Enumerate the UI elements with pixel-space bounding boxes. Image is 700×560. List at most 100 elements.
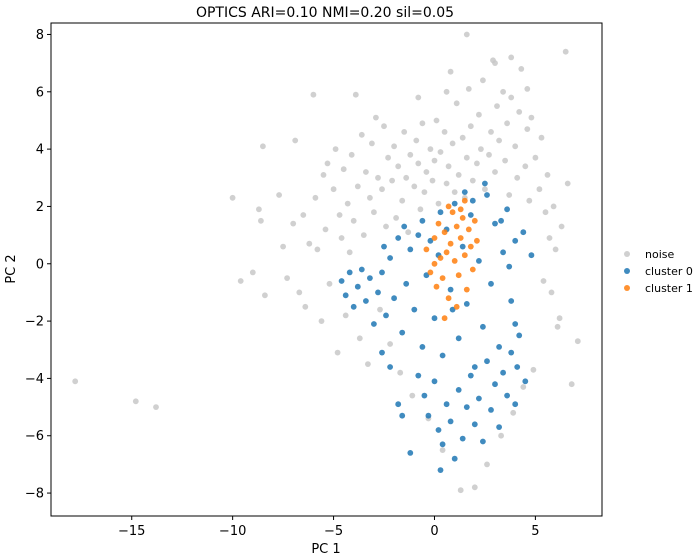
point-noise bbox=[423, 169, 430, 175]
point-cluster-0 bbox=[504, 206, 510, 213]
point-noise bbox=[526, 197, 533, 204]
point-cluster-1 bbox=[457, 235, 464, 241]
point-cluster-1 bbox=[453, 303, 460, 310]
point-cluster-0 bbox=[482, 180, 488, 187]
point-cluster-0 bbox=[419, 344, 426, 350]
point-cluster-0 bbox=[512, 237, 519, 244]
point-cluster-0 bbox=[407, 246, 414, 253]
point-noise bbox=[401, 129, 408, 135]
point-cluster-1 bbox=[455, 272, 462, 279]
point-cluster-1 bbox=[469, 266, 476, 273]
point-cluster-0 bbox=[467, 212, 474, 218]
point-noise bbox=[437, 149, 444, 155]
point-noise bbox=[352, 91, 359, 98]
point-cluster-0 bbox=[415, 232, 422, 239]
point-cluster-0 bbox=[439, 352, 446, 359]
point-noise bbox=[395, 163, 402, 170]
point-cluster-0 bbox=[437, 209, 444, 216]
point-noise bbox=[415, 94, 422, 101]
point-noise bbox=[508, 54, 515, 61]
point-noise bbox=[360, 232, 367, 239]
point-cluster-0 bbox=[496, 424, 502, 430]
point-noise bbox=[356, 335, 363, 342]
point-noise bbox=[445, 163, 452, 170]
point-noise bbox=[284, 275, 290, 281]
point-cluster-0 bbox=[358, 266, 365, 273]
point-cluster-0 bbox=[484, 358, 490, 365]
point-cluster-1 bbox=[474, 237, 480, 244]
point-noise bbox=[153, 404, 159, 410]
point-cluster-0 bbox=[391, 295, 397, 302]
point-noise bbox=[381, 123, 387, 130]
point-noise bbox=[367, 194, 373, 201]
point-cluster-0 bbox=[476, 395, 482, 402]
point-noise bbox=[467, 123, 474, 130]
point-noise bbox=[354, 183, 361, 190]
point-noise bbox=[258, 217, 264, 224]
point-cluster-1 bbox=[437, 255, 444, 261]
point-noise bbox=[469, 177, 476, 184]
point-cluster-0 bbox=[459, 435, 466, 442]
point-noise bbox=[340, 166, 347, 173]
point-noise bbox=[421, 189, 428, 196]
point-noise bbox=[324, 160, 331, 167]
point-cluster-0 bbox=[367, 275, 373, 281]
series-cluster-1 bbox=[423, 197, 480, 322]
point-noise bbox=[338, 235, 345, 241]
y-tick-label: 0 bbox=[36, 257, 44, 272]
legend-marker-cluster-0 bbox=[624, 268, 630, 274]
point-cluster-0 bbox=[379, 269, 385, 276]
point-noise bbox=[393, 215, 399, 221]
point-noise bbox=[439, 447, 446, 453]
point-noise bbox=[455, 172, 462, 178]
point-cluster-0 bbox=[520, 229, 527, 236]
point-cluster-0 bbox=[504, 392, 510, 399]
point-noise bbox=[433, 117, 440, 124]
point-noise bbox=[538, 134, 545, 141]
point-noise bbox=[558, 223, 565, 230]
point-cluster-0 bbox=[506, 263, 513, 270]
y-tick-label: −8 bbox=[25, 487, 44, 502]
point-cluster-0 bbox=[528, 252, 535, 259]
point-noise bbox=[518, 66, 525, 72]
point-noise bbox=[486, 151, 492, 158]
point-noise bbox=[292, 137, 299, 144]
point-noise bbox=[480, 77, 486, 84]
point-noise bbox=[318, 318, 325, 324]
point-noise bbox=[256, 206, 262, 213]
point-noise bbox=[459, 134, 466, 141]
point-noise bbox=[494, 103, 500, 109]
point-cluster-0 bbox=[496, 344, 502, 350]
point-cluster-0 bbox=[480, 323, 486, 330]
point-cluster-0 bbox=[508, 349, 515, 356]
point-cluster-0 bbox=[449, 306, 456, 313]
point-cluster-1 bbox=[445, 203, 452, 210]
point-noise bbox=[441, 129, 448, 135]
point-noise bbox=[409, 392, 416, 399]
point-cluster-1 bbox=[471, 217, 478, 224]
point-noise bbox=[334, 349, 341, 356]
point-cluster-1 bbox=[459, 215, 466, 221]
point-noise bbox=[399, 197, 406, 204]
y-axis: −8 −6 −4 −2 0 2 4 6 8 bbox=[25, 28, 51, 502]
point-noise bbox=[451, 189, 458, 196]
point-noise bbox=[492, 169, 498, 175]
point-noise bbox=[326, 280, 333, 287]
point-cluster-0 bbox=[443, 401, 450, 408]
point-noise bbox=[443, 180, 450, 187]
point-cluster-0 bbox=[421, 392, 428, 399]
point-noise bbox=[387, 341, 393, 347]
point-noise bbox=[229, 194, 236, 201]
point-noise bbox=[508, 94, 515, 101]
point-cluster-0 bbox=[522, 378, 529, 385]
point-noise bbox=[379, 186, 385, 193]
point-noise bbox=[419, 120, 426, 127]
point-noise bbox=[306, 240, 313, 247]
point-noise bbox=[429, 177, 436, 184]
point-cluster-0 bbox=[411, 306, 418, 313]
legend-marker-noise bbox=[624, 251, 630, 257]
y-tick-label: 2 bbox=[36, 200, 44, 215]
point-cluster-0 bbox=[395, 235, 402, 241]
series-noise bbox=[72, 31, 581, 494]
